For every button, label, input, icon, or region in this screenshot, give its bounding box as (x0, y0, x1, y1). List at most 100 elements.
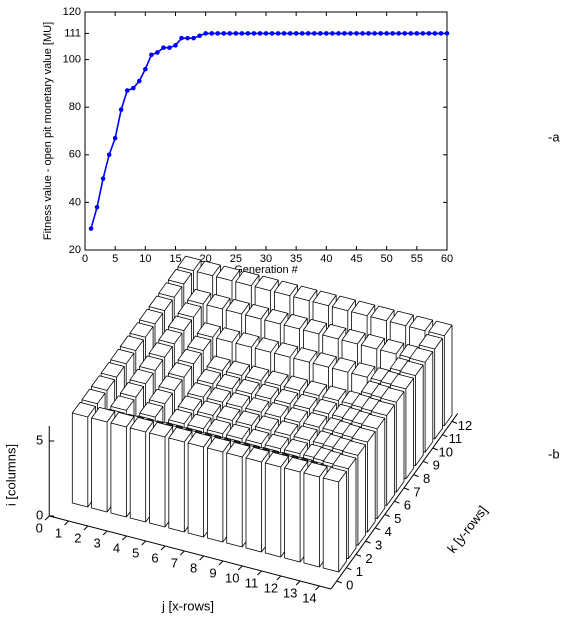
x-tick-label: 30 (260, 253, 272, 265)
y-tick-label: 10 (439, 444, 453, 459)
y-tick (384, 514, 390, 517)
y-tick-label: 20 (69, 244, 81, 256)
bar (245, 447, 270, 553)
data-point (444, 31, 450, 36)
y-tick (442, 434, 448, 438)
y-tick-label: 60 (69, 149, 81, 161)
x-tick-label: 1 (55, 525, 62, 540)
x-tick-label: 14 (302, 590, 316, 605)
data-point (209, 31, 214, 36)
x-tick (295, 580, 301, 586)
y-tick-label: 40 (69, 196, 81, 208)
data-point (124, 88, 130, 93)
z-tick-label: 5 (36, 432, 43, 447)
data-point (438, 31, 444, 36)
y-tick-label: 120 (63, 6, 81, 18)
x-tick-label: 35 (290, 253, 302, 265)
x-tick (276, 575, 282, 581)
x-tick-label: 4 (113, 540, 120, 555)
y-tick (403, 487, 410, 491)
data-point (330, 31, 335, 36)
y-tick-label: 2 (365, 551, 372, 566)
y-tick-label: 0 (346, 577, 353, 592)
data-point (408, 31, 414, 36)
data-point (143, 66, 148, 72)
x-tick-label: 15 (169, 253, 181, 265)
data-point (402, 31, 408, 36)
data-point (336, 31, 341, 36)
x-tick (179, 550, 185, 556)
y-tick (374, 527, 381, 531)
data-point (137, 78, 142, 84)
x-tick-label: 50 (381, 253, 393, 265)
y-tick (346, 567, 352, 571)
data-point (100, 176, 106, 181)
data-point (263, 31, 269, 36)
x-tick-label: 3 (94, 535, 101, 550)
x-tick (102, 530, 108, 536)
y-tick (413, 474, 419, 478)
bar (207, 437, 231, 543)
x-tick-label: 60 (441, 253, 453, 265)
data-point (239, 31, 245, 36)
x-tick-label: 25 (230, 253, 242, 265)
bar (322, 467, 347, 573)
y-tick (336, 580, 342, 584)
data-point (360, 31, 365, 36)
data-point (281, 31, 287, 36)
data-point (106, 152, 112, 158)
data-point (173, 43, 178, 48)
y-tick (432, 447, 438, 451)
data-point (185, 35, 190, 41)
x-tick-label: 10 (139, 253, 151, 265)
y-tick-label: 4 (385, 524, 392, 539)
data-point (179, 35, 184, 41)
x-tick (315, 585, 320, 591)
x-tick-label: 40 (320, 253, 332, 265)
data-point (245, 31, 251, 36)
data-point (354, 31, 359, 36)
x-tick-label: 55 (411, 253, 423, 265)
y-axis-label: Fitness value - open pit monetary value … (42, 22, 54, 240)
panel-label: -b (548, 446, 560, 461)
y-tick-label: 3 (375, 538, 382, 553)
y-tick-label: 11 (449, 431, 463, 446)
x-tick (218, 560, 224, 566)
data-point (269, 31, 275, 36)
data-point (275, 31, 281, 36)
bar (91, 407, 116, 513)
x-tick (141, 540, 147, 546)
data-point (251, 31, 257, 36)
data-point (384, 31, 389, 36)
y-tick (422, 460, 429, 464)
data-point (197, 33, 202, 39)
y-tick-label: 100 (63, 54, 81, 66)
x-tick (44, 515, 50, 521)
data-point (414, 31, 420, 36)
bar (110, 412, 135, 518)
data-point (299, 31, 305, 36)
data-point (215, 31, 221, 36)
x-tick-label: 0 (36, 520, 43, 535)
data-point (324, 31, 329, 36)
data-point (366, 31, 371, 36)
x-axis-label: j [x-rows] (161, 598, 214, 613)
data-point (372, 31, 377, 36)
x-tick (122, 535, 127, 541)
data-point (378, 31, 383, 36)
x-tick-label: 45 (350, 253, 362, 265)
bar (168, 427, 193, 533)
data-point (227, 31, 233, 36)
data-point (221, 31, 227, 36)
data-point (233, 31, 239, 36)
data-point (155, 50, 160, 55)
bar (149, 422, 174, 528)
x-tick-label: 11 (245, 575, 259, 590)
y-tick (355, 553, 362, 557)
y-tick-label: 111 (64, 27, 81, 39)
x-axis (49, 515, 332, 590)
data-point (348, 31, 353, 36)
y-tick-label: 1 (356, 564, 363, 579)
x-tick (64, 520, 69, 526)
data-point (161, 45, 166, 50)
